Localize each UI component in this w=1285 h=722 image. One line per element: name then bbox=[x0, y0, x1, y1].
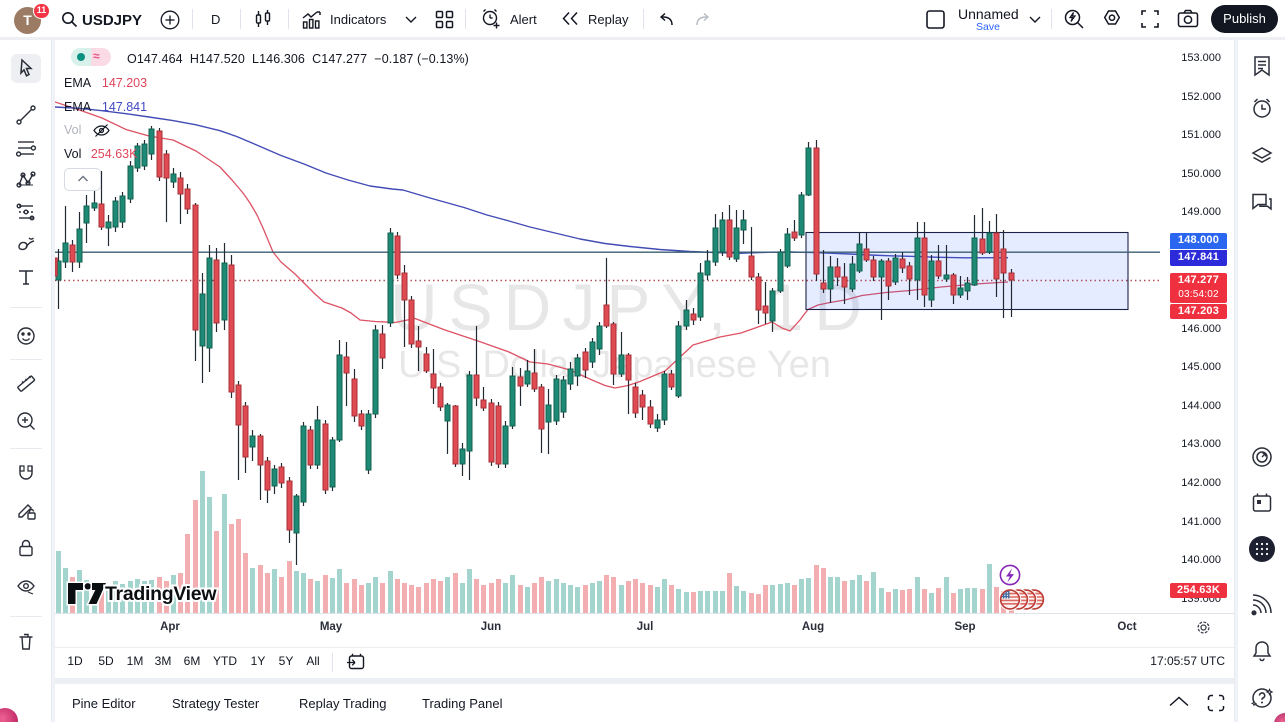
svg-text:TradingView: TradingView bbox=[105, 583, 217, 605]
